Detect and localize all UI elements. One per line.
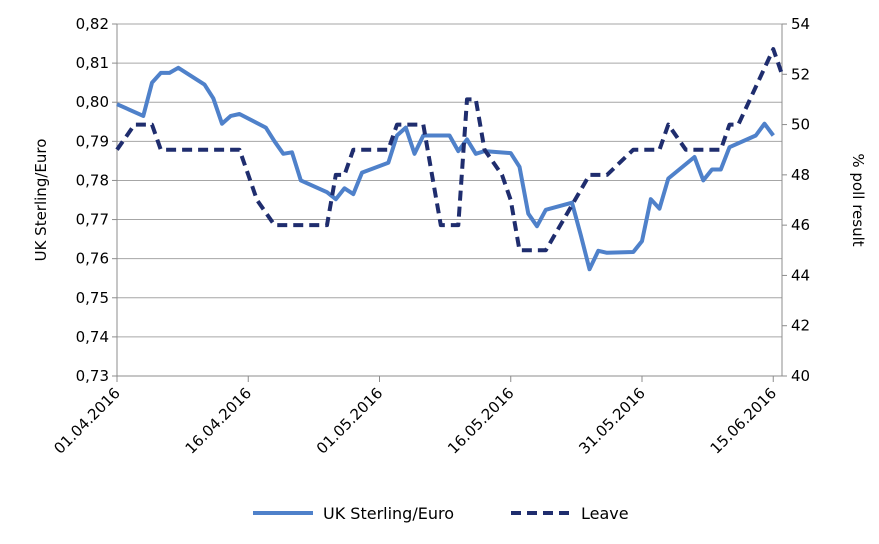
x-tick-label: 16.04.2016 — [182, 384, 255, 457]
right-tick-label: 46 — [791, 216, 810, 234]
right-tick-label: 50 — [791, 116, 810, 134]
right-tick-label: 52 — [791, 65, 810, 83]
left-tick-label: 0,80 — [76, 93, 109, 111]
left-tick-label: 0,74 — [76, 328, 109, 346]
x-tick-label: 16.05.2016 — [444, 384, 517, 457]
right-tick-label: 48 — [791, 166, 810, 184]
right-tick-label: 54 — [791, 15, 810, 33]
right-tick-label: 42 — [791, 317, 810, 335]
right-axis-title: % poll result — [849, 153, 867, 246]
series-line-leave — [115, 47, 784, 253]
left-tick-label: 0,76 — [76, 250, 109, 268]
x-tick-label: 15.06.2016 — [707, 384, 780, 457]
x-tick-label: 31.05.2016 — [575, 384, 648, 457]
legend: UK Sterling/Euro Leave — [253, 504, 629, 523]
series-layer — [115, 47, 784, 272]
legend-label-uk-sterling-euro: UK Sterling/Euro — [323, 504, 454, 523]
left-tick-label: 0,79 — [76, 132, 109, 150]
left-axis-ticks: 0,73 0,74 0,75 0,76 0,77 0,78 0,79 0,80 0,81 0,82 — [76, 15, 117, 385]
left-tick-label: 0,78 — [76, 171, 109, 189]
left-axis-title: UK Sterling/Euro — [32, 139, 50, 262]
x-axis-ticks: 01.04.2016 16.04.2016 01.05.2016 16.05.2016… — [50, 376, 780, 458]
left-tick-label: 0,82 — [76, 15, 109, 33]
right-tick-label: 40 — [791, 367, 810, 385]
x-tick-label: 01.05.2016 — [313, 384, 386, 457]
right-tick-label: 44 — [791, 266, 810, 284]
legend-label-leave: Leave — [581, 504, 629, 523]
axes — [116, 24, 783, 377]
gridlines — [117, 23, 782, 377]
x-tick-label: 01.04.2016 — [50, 384, 123, 457]
left-tick-label: 0,75 — [76, 289, 109, 307]
left-tick-label: 0,77 — [76, 211, 109, 229]
left-tick-label: 0,73 — [76, 367, 109, 385]
right-axis-ticks: 40 42 44 46 48 50 52 54 — [782, 15, 810, 385]
left-tick-label: 0,81 — [76, 54, 109, 72]
series-line-uk-sterling-euro — [116, 65, 775, 272]
